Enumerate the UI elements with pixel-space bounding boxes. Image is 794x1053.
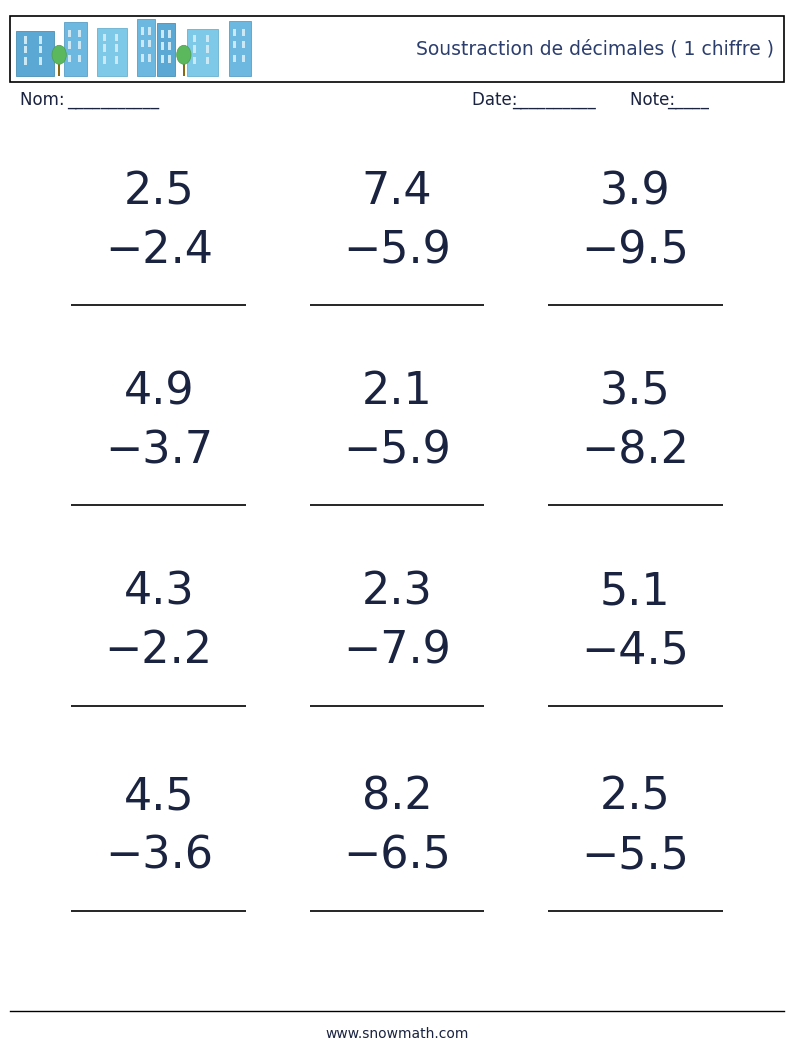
Bar — [148, 54, 151, 62]
Bar — [141, 54, 144, 62]
Bar — [160, 55, 164, 63]
Text: −5.9: −5.9 — [343, 230, 451, 272]
Text: 3.5: 3.5 — [599, 371, 671, 413]
Bar — [115, 56, 118, 64]
Bar — [141, 40, 144, 47]
Bar — [193, 45, 196, 53]
Bar — [168, 31, 171, 38]
Text: 2.1: 2.1 — [361, 371, 433, 413]
Text: 4.9: 4.9 — [124, 371, 194, 413]
Bar — [148, 27, 151, 35]
Text: −4.5: −4.5 — [581, 630, 689, 672]
Text: −7.9: −7.9 — [343, 630, 451, 672]
Text: −8.2: −8.2 — [581, 430, 689, 472]
Bar — [103, 34, 106, 41]
Text: −3.7: −3.7 — [105, 430, 213, 472]
Bar — [233, 41, 237, 48]
Bar — [242, 41, 245, 48]
Text: Note:: Note: — [630, 91, 680, 110]
Text: 7.4: 7.4 — [362, 171, 432, 213]
Bar — [64, 22, 87, 76]
Bar — [39, 46, 42, 54]
Bar — [193, 57, 196, 64]
Bar — [233, 55, 237, 62]
Text: 4.5: 4.5 — [124, 776, 194, 818]
Text: 3.9: 3.9 — [599, 171, 671, 213]
Bar — [78, 55, 81, 62]
Bar — [168, 55, 171, 63]
Bar — [206, 57, 209, 64]
Text: 2.3: 2.3 — [361, 571, 433, 613]
Text: −5.5: −5.5 — [581, 835, 689, 877]
Bar — [115, 34, 118, 41]
Bar — [229, 21, 251, 76]
Bar — [206, 35, 209, 42]
Bar — [168, 42, 171, 49]
Bar — [16, 31, 54, 76]
Text: _____: _____ — [667, 91, 709, 110]
Bar — [242, 55, 245, 62]
Bar — [115, 44, 118, 52]
Bar — [103, 56, 106, 64]
Bar — [233, 28, 237, 36]
Bar — [157, 23, 175, 76]
Text: −9.5: −9.5 — [581, 230, 689, 272]
Bar — [242, 28, 245, 36]
Bar — [78, 41, 81, 48]
Bar — [206, 45, 209, 53]
Text: −2.2: −2.2 — [105, 630, 213, 672]
Circle shape — [177, 45, 191, 64]
Circle shape — [52, 45, 66, 64]
Text: 4.3: 4.3 — [123, 571, 195, 613]
Text: −6.5: −6.5 — [343, 835, 451, 877]
Bar — [68, 41, 71, 48]
Bar — [160, 31, 164, 38]
Text: −5.9: −5.9 — [343, 430, 451, 472]
Text: ___________: ___________ — [67, 91, 160, 110]
Bar — [24, 46, 27, 54]
Bar — [68, 55, 71, 62]
Text: 2.5: 2.5 — [599, 776, 671, 818]
Text: www.snowmath.com: www.snowmath.com — [326, 1027, 468, 1041]
Bar — [137, 19, 155, 76]
Bar — [187, 29, 218, 76]
Text: 5.1: 5.1 — [600, 571, 670, 613]
Bar — [183, 63, 185, 76]
Text: Date:: Date: — [472, 91, 523, 110]
Bar — [103, 44, 106, 52]
Bar — [160, 42, 164, 49]
Text: Nom:: Nom: — [20, 91, 70, 110]
FancyBboxPatch shape — [10, 16, 784, 82]
Bar — [24, 36, 27, 43]
Text: 8.2: 8.2 — [361, 776, 433, 818]
Text: Soustraction de décimales ( 1 chiffre ): Soustraction de décimales ( 1 chiffre ) — [416, 39, 774, 59]
Bar — [141, 27, 144, 35]
Bar — [193, 35, 196, 42]
Bar — [148, 40, 151, 47]
Bar — [97, 28, 127, 76]
Bar — [58, 63, 60, 76]
Text: −2.4: −2.4 — [105, 230, 213, 272]
Bar — [24, 57, 27, 64]
Bar — [39, 57, 42, 64]
Bar — [68, 29, 71, 37]
Text: 2.5: 2.5 — [123, 171, 195, 213]
Bar — [39, 36, 42, 43]
Bar — [78, 29, 81, 37]
Text: −3.6: −3.6 — [105, 835, 213, 877]
Text: __________: __________ — [512, 91, 596, 110]
